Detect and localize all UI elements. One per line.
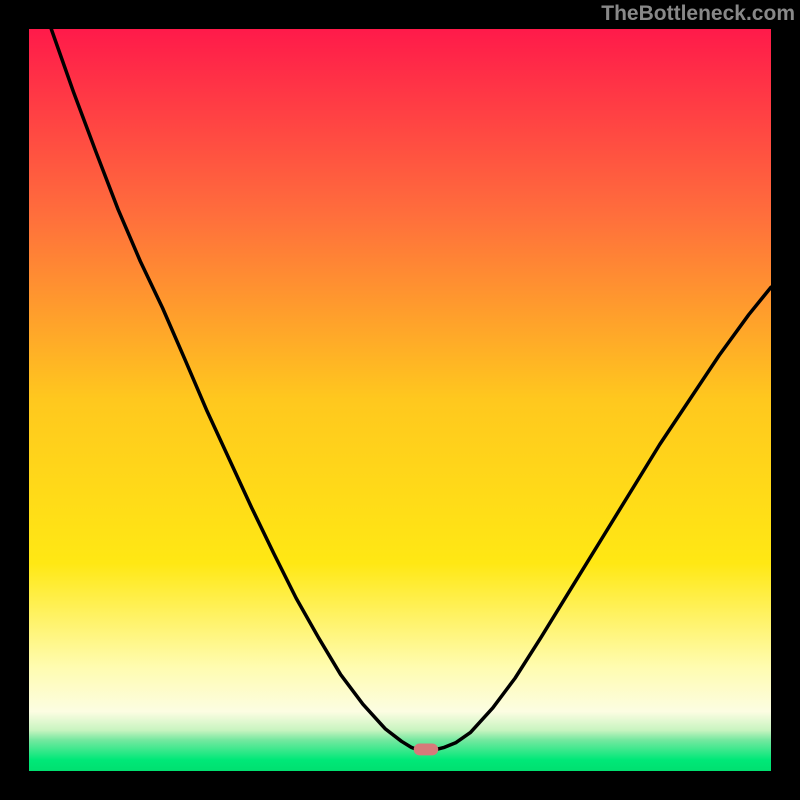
optimal-marker — [414, 744, 438, 756]
attribution-text: TheBottleneck.com — [601, 2, 795, 25]
plot-area — [29, 29, 771, 771]
bottleneck-chart: TheBottleneck.com — [0, 0, 800, 800]
